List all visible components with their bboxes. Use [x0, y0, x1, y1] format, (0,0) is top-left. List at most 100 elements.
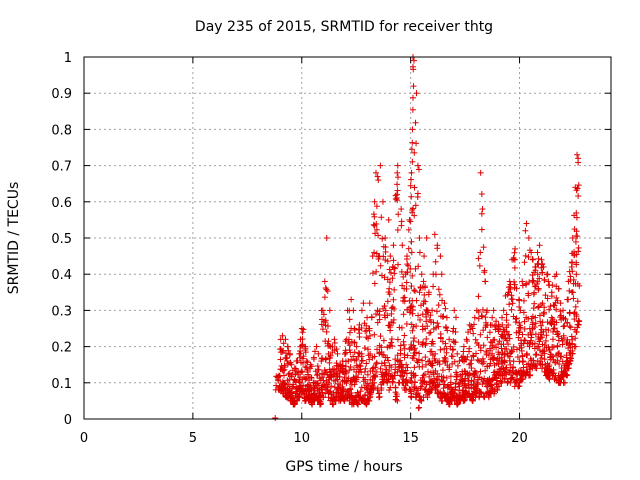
data-point: [376, 308, 383, 315]
y-axis-tick-labels: 0 0.1 0.2 0.3 0.4 0.5 0.6 0.7 0.8 0.9 1: [51, 51, 72, 428]
data-point: [482, 367, 489, 374]
data-point: [308, 374, 315, 381]
data-point: [521, 259, 528, 266]
data-point: [285, 347, 292, 354]
data-point: [378, 360, 385, 367]
data-point: [394, 181, 401, 188]
data-point: [437, 334, 444, 341]
y-axis-label: SRMTID / TECUs: [6, 182, 22, 295]
data-point: [553, 294, 560, 301]
data-point: [499, 331, 506, 338]
data-point: [512, 319, 519, 326]
data-point: [354, 374, 361, 381]
data-point: [553, 306, 560, 313]
data-point: [403, 256, 410, 263]
data-point: [415, 405, 422, 412]
data-point: [566, 323, 573, 330]
data-point: [346, 342, 353, 349]
data-point: [531, 340, 538, 347]
data-point: [294, 393, 301, 400]
data-point: [508, 306, 515, 313]
data-point: [489, 322, 496, 329]
data-point: [398, 268, 405, 275]
data-point: [384, 258, 391, 265]
data-point: [475, 308, 482, 315]
data-point: [390, 264, 397, 271]
data-point: [379, 198, 386, 205]
data-point: [530, 305, 537, 312]
x-tick-label: 15: [402, 431, 419, 446]
data-point: [319, 389, 326, 396]
data-point: [573, 271, 580, 278]
data-point: [547, 367, 554, 374]
data-point: [509, 296, 516, 303]
data-point: [462, 375, 469, 382]
data-point: [522, 252, 529, 259]
data-point: [525, 235, 532, 241]
data-point: [416, 404, 423, 411]
data-point: [507, 286, 514, 293]
data-point: [386, 367, 393, 374]
data-point: [491, 322, 498, 329]
data-point: [364, 346, 371, 353]
data-point: [384, 298, 391, 305]
data-point: [405, 245, 412, 252]
data-point: [302, 376, 309, 383]
data-point: [516, 303, 523, 310]
data-point: [569, 350, 576, 357]
data-point: [543, 271, 550, 278]
data-point: [346, 329, 353, 336]
data-point: [341, 351, 348, 358]
data-point: [477, 331, 484, 338]
data-point: [381, 359, 388, 366]
data-point: [347, 363, 354, 370]
data-point: [556, 349, 563, 356]
data-point: [503, 311, 510, 318]
data-point: [353, 343, 360, 350]
data-point: [369, 368, 376, 375]
data-point: [380, 253, 387, 260]
data-point: [346, 367, 353, 374]
data-point: [371, 198, 378, 205]
data-point: [303, 358, 310, 365]
data-point: [509, 348, 516, 355]
data-point: [474, 356, 481, 363]
data-point: [369, 253, 376, 260]
data-point: [553, 319, 560, 326]
data-point: [572, 303, 579, 310]
data-point: [554, 357, 561, 364]
data-point: [374, 319, 381, 326]
data-point: [515, 334, 522, 341]
data-point: [474, 379, 481, 386]
data-point: [323, 328, 330, 335]
data-point: [403, 279, 410, 286]
data-point: [370, 221, 377, 228]
data-point: [532, 320, 539, 327]
data-point: [411, 287, 418, 294]
data-point: [574, 321, 581, 328]
data-point: [403, 320, 410, 327]
data-point: [495, 383, 502, 390]
data-point: [554, 330, 561, 337]
data-point: [476, 262, 483, 269]
data-point: [505, 321, 512, 328]
data-point: [327, 352, 334, 359]
data-point: [423, 381, 430, 388]
data-point: [391, 286, 398, 293]
data-point: [572, 335, 579, 342]
data-point: [575, 244, 582, 251]
data-point: [300, 326, 307, 333]
data-point: [386, 291, 393, 298]
data-point: [388, 364, 395, 371]
data-point: [392, 361, 399, 368]
data-point: [278, 362, 285, 369]
data-point: [434, 376, 441, 383]
data-point: [294, 357, 301, 364]
data-point: [326, 307, 333, 314]
data-point: [543, 332, 550, 339]
data-point: [298, 342, 305, 349]
data-point: [574, 185, 581, 192]
data-point: [417, 316, 424, 323]
data-point: [521, 337, 528, 344]
data-point: [387, 384, 394, 391]
